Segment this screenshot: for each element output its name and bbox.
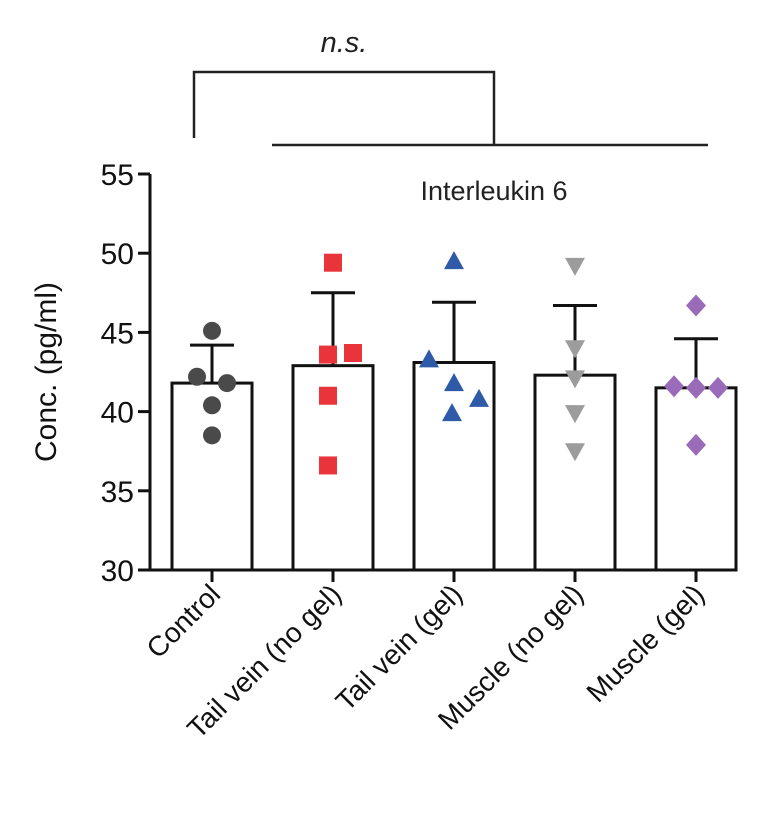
y-tick-label-55: 55 xyxy=(101,159,134,192)
y-tick-label-40: 40 xyxy=(101,397,134,430)
data-point-1-5 xyxy=(203,426,221,445)
data-point-2-5 xyxy=(319,456,337,475)
data-point-4-4 xyxy=(565,405,585,424)
data-point-3-1 xyxy=(444,251,464,270)
data-point-5-4 xyxy=(708,376,728,399)
bars-layer xyxy=(170,360,738,572)
data-point-3-2 xyxy=(419,349,439,368)
x-tick-label-3: Tail vein (gel) xyxy=(330,578,469,717)
data-point-4-3 xyxy=(565,370,585,389)
data-point-5-5 xyxy=(686,433,706,456)
bracket-left-arm xyxy=(192,70,496,145)
data-point-5-1 xyxy=(686,294,706,317)
y-axis-label: Conc. (pg/ml) xyxy=(30,282,63,462)
y-tick-label-30: 30 xyxy=(101,555,134,588)
significance-bracket: n.s. xyxy=(192,27,708,147)
error-bar-3 xyxy=(432,300,476,363)
y-tick-label-35: 35 xyxy=(101,476,134,509)
data-point-2-1 xyxy=(324,253,342,272)
x-tick-label-1: Control xyxy=(140,578,226,664)
data-point-5-2 xyxy=(664,375,684,398)
error-bars-layer xyxy=(190,291,718,388)
data-point-2-3 xyxy=(319,345,337,364)
x-tick-label-5: Muscle (gel) xyxy=(580,578,710,708)
chart-annotation: Interleukin 6 xyxy=(420,176,567,206)
data-point-2-2 xyxy=(344,343,362,362)
data-point-4-5 xyxy=(565,443,585,462)
error-bar-1 xyxy=(190,343,234,384)
data-point-1-3 xyxy=(218,374,236,393)
data-point-2-4 xyxy=(319,386,337,405)
data-point-1-2 xyxy=(188,367,206,386)
y-tick-label-50: 50 xyxy=(101,238,134,271)
data-point-1-1 xyxy=(203,321,221,340)
data-point-4-2 xyxy=(565,340,585,359)
data-point-3-4 xyxy=(469,388,489,407)
significance-label: n.s. xyxy=(321,27,368,59)
data-point-3-3 xyxy=(444,373,464,392)
bar-5 xyxy=(654,386,738,572)
data-point-1-4 xyxy=(203,396,221,415)
data-point-5-3 xyxy=(686,376,706,399)
points-layer xyxy=(188,251,728,475)
bar-3 xyxy=(412,360,496,572)
data-point-4-1 xyxy=(565,257,585,276)
y-tick-label-45: 45 xyxy=(101,317,134,350)
data-point-3-5 xyxy=(442,403,462,422)
bar-4 xyxy=(533,373,617,572)
